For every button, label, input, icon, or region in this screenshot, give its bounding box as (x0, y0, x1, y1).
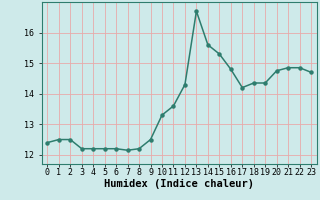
X-axis label: Humidex (Indice chaleur): Humidex (Indice chaleur) (104, 179, 254, 189)
